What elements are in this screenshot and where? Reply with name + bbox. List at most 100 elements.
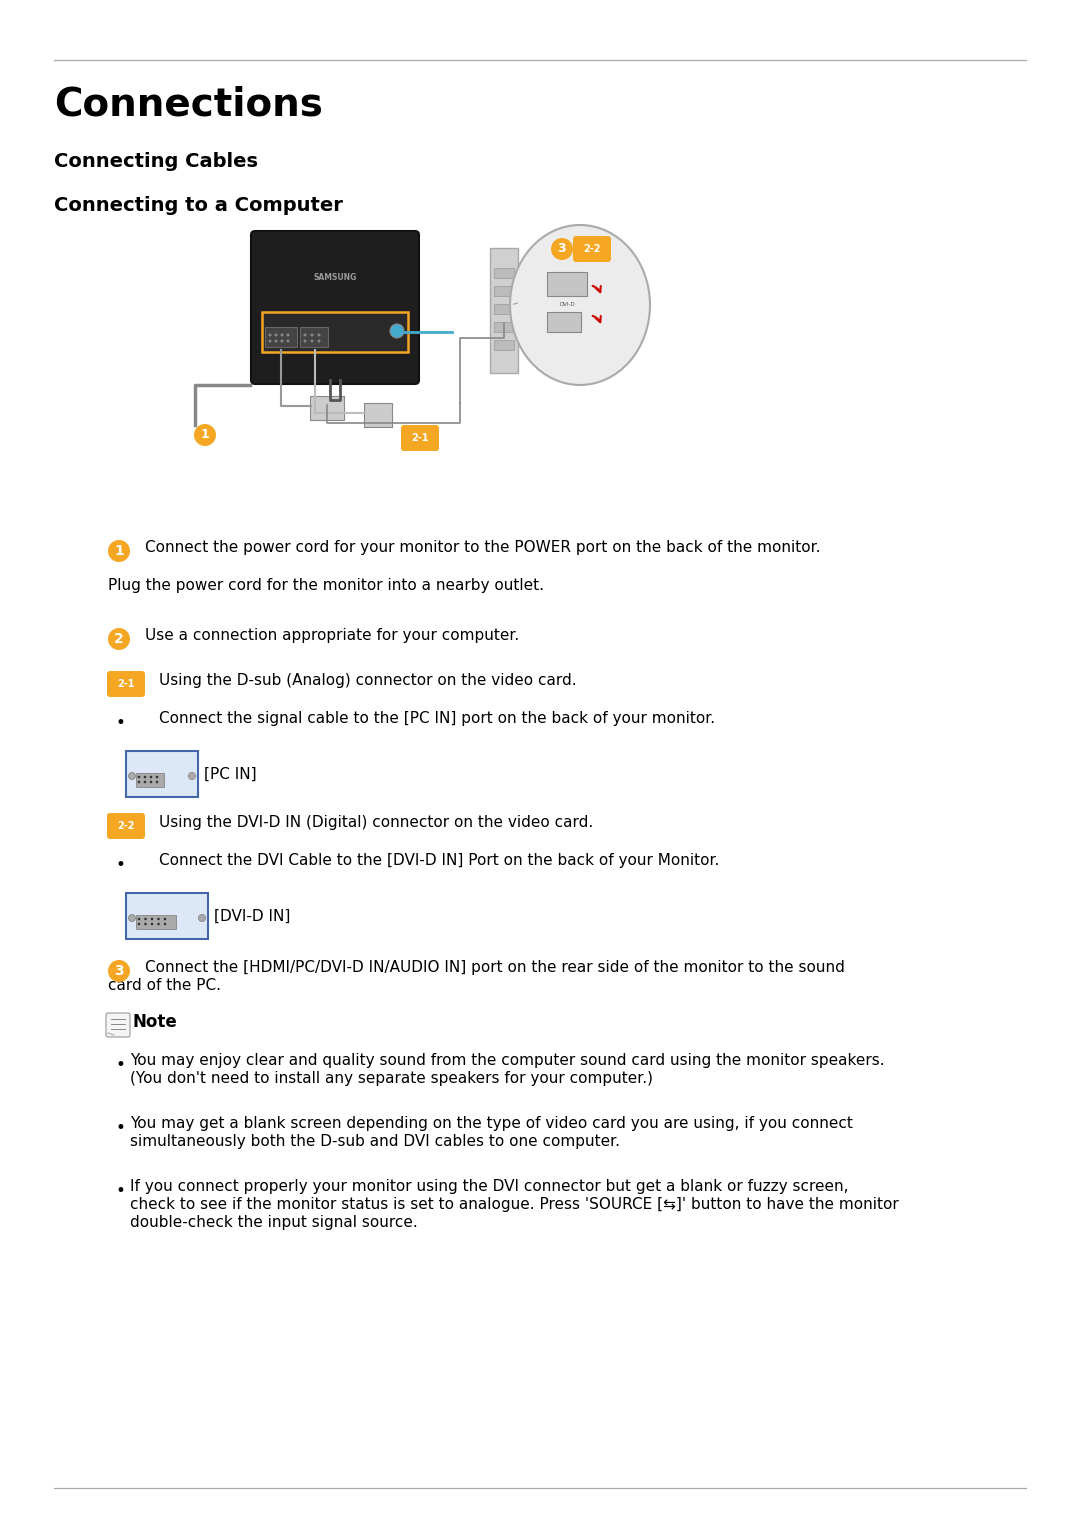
Ellipse shape [510, 224, 650, 385]
Circle shape [150, 776, 152, 779]
FancyBboxPatch shape [265, 327, 297, 347]
Bar [136, 915, 176, 928]
Circle shape [156, 776, 159, 779]
Circle shape [318, 339, 321, 342]
Circle shape [145, 922, 147, 925]
FancyBboxPatch shape [262, 312, 408, 353]
Circle shape [281, 339, 283, 342]
FancyBboxPatch shape [126, 751, 198, 797]
Text: •: • [116, 715, 126, 731]
Circle shape [311, 333, 313, 336]
Circle shape [269, 339, 271, 342]
FancyBboxPatch shape [364, 403, 392, 428]
Circle shape [144, 776, 146, 779]
Circle shape [158, 922, 160, 925]
Bar [494, 322, 514, 331]
Circle shape [318, 333, 321, 336]
Text: [PC IN]: [PC IN] [204, 767, 257, 782]
Text: 3: 3 [557, 243, 566, 255]
Text: 1: 1 [201, 429, 210, 441]
Circle shape [108, 628, 130, 651]
Text: DVI-D: DVI-D [559, 301, 575, 307]
Circle shape [108, 541, 130, 562]
FancyBboxPatch shape [107, 670, 145, 696]
FancyBboxPatch shape [546, 312, 581, 331]
Circle shape [138, 918, 140, 921]
Circle shape [390, 324, 404, 337]
Text: Connect the [HDMI/PC/DVI-D IN/AUDIO IN] port on the rear side of the monitor to : Connect the [HDMI/PC/DVI-D IN/AUDIO IN] … [145, 960, 845, 976]
Text: 2-2: 2-2 [118, 822, 135, 831]
Circle shape [138, 776, 140, 779]
Text: (You don't need to install any separate speakers for your computer.): (You don't need to install any separate … [130, 1070, 653, 1086]
Circle shape [189, 773, 195, 779]
FancyBboxPatch shape [401, 425, 438, 450]
Circle shape [129, 915, 135, 921]
Text: 2-1: 2-1 [411, 434, 429, 443]
Text: Using the D-sub (Analog) connector on the video card.: Using the D-sub (Analog) connector on th… [159, 673, 577, 689]
Text: 2-1: 2-1 [118, 680, 135, 689]
Text: 2: 2 [114, 632, 124, 646]
Circle shape [150, 780, 152, 783]
Circle shape [281, 333, 283, 336]
FancyBboxPatch shape [107, 812, 145, 838]
FancyBboxPatch shape [573, 237, 611, 263]
Bar [136, 773, 164, 786]
Text: [DVI-D IN]: [DVI-D IN] [214, 909, 291, 924]
Bar [494, 304, 514, 315]
Circle shape [129, 773, 135, 779]
Text: Connecting to a Computer: Connecting to a Computer [54, 195, 342, 215]
Text: Connections: Connections [54, 86, 323, 124]
Circle shape [286, 333, 289, 336]
Bar [494, 286, 514, 296]
Circle shape [145, 918, 147, 921]
Circle shape [199, 915, 205, 921]
Bar [494, 269, 514, 278]
Circle shape [151, 918, 153, 921]
Bar [494, 341, 514, 350]
Circle shape [274, 339, 278, 342]
Circle shape [108, 960, 130, 982]
Circle shape [286, 339, 289, 342]
Text: Connect the signal cable to the [PC IN] port on the back of your monitor.: Connect the signal cable to the [PC IN] … [159, 712, 715, 725]
Text: •: • [116, 857, 126, 873]
Circle shape [194, 425, 216, 446]
Text: Using the DVI-D IN (Digital) connector on the video card.: Using the DVI-D IN (Digital) connector o… [159, 815, 593, 831]
FancyBboxPatch shape [106, 1012, 130, 1037]
Text: 1: 1 [114, 544, 124, 557]
Circle shape [138, 780, 140, 783]
Circle shape [551, 238, 573, 260]
Circle shape [151, 922, 153, 925]
Text: 3: 3 [114, 964, 124, 977]
Circle shape [164, 922, 166, 925]
Circle shape [138, 922, 140, 925]
Text: simultaneously both the D-sub and DVI cables to one computer.: simultaneously both the D-sub and DVI ca… [130, 1135, 620, 1148]
Text: You may get a blank screen depending on the type of video card you are using, if: You may get a blank screen depending on … [130, 1116, 853, 1132]
Text: If you connect properly your monitor using the DVI connector but get a blank or : If you connect properly your monitor usi… [130, 1179, 849, 1194]
Text: You may enjoy clear and quality sound from the computer sound card using the mon: You may enjoy clear and quality sound fr… [130, 1054, 885, 1067]
Text: card of the PC.: card of the PC. [108, 977, 221, 993]
Bar [490, 247, 518, 373]
Text: 2-2: 2-2 [583, 244, 600, 253]
Circle shape [158, 918, 160, 921]
FancyBboxPatch shape [251, 231, 419, 383]
Circle shape [164, 918, 166, 921]
Text: •: • [116, 1119, 126, 1138]
Text: Note: Note [132, 1012, 177, 1031]
FancyBboxPatch shape [546, 272, 588, 296]
Circle shape [303, 333, 307, 336]
Text: Connect the DVI Cable to the [DVI-D IN] Port on the back of your Monitor.: Connect the DVI Cable to the [DVI-D IN] … [159, 854, 719, 867]
Text: •: • [116, 1057, 126, 1073]
FancyBboxPatch shape [310, 395, 345, 420]
Text: SAMSUNG: SAMSUNG [313, 272, 356, 281]
Circle shape [156, 780, 159, 783]
Circle shape [274, 333, 278, 336]
Text: Connecting Cables: Connecting Cables [54, 153, 258, 171]
Circle shape [144, 780, 146, 783]
Circle shape [311, 339, 313, 342]
Text: Use a connection appropriate for your computer.: Use a connection appropriate for your co… [145, 628, 519, 643]
Text: check to see if the monitor status is set to analogue. Press 'SOURCE [⇆]' button: check to see if the monitor status is se… [130, 1197, 899, 1212]
Text: double-check the input signal source.: double-check the input signal source. [130, 1215, 418, 1231]
FancyBboxPatch shape [126, 893, 208, 939]
Circle shape [303, 339, 307, 342]
Text: Plug the power cord for the monitor into a nearby outlet.: Plug the power cord for the monitor into… [108, 579, 544, 592]
